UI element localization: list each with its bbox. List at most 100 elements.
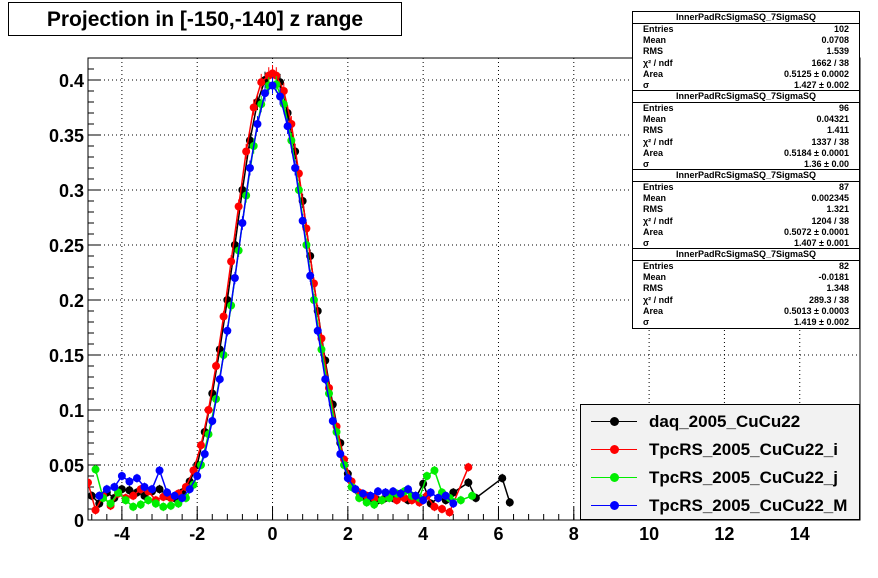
y-tick-label: 0.2 [59, 291, 84, 311]
stats-key: σ [643, 158, 650, 169]
stats-row: σ 1.36 ± 0.00 [633, 159, 859, 170]
x-tick-label: 4 [418, 524, 428, 544]
legend-marker [610, 501, 619, 510]
legend-item-tpcrs-i: TpcRS_2005_CuCu22_i [581, 435, 859, 463]
stats-value: 1.407 ± 0.001 [794, 237, 849, 248]
stats-key: Area [643, 226, 664, 237]
x-tick-label: 6 [493, 524, 503, 544]
stats-row: Entries 102 [633, 24, 859, 35]
stats-row: RMS 1.321 [633, 204, 859, 215]
legend-marker [610, 417, 619, 426]
data-point [468, 491, 477, 500]
stats-value: 0.5072 ± 0.0001 [784, 226, 849, 237]
legend-label: TpcRS_2005_CuCu22_M [649, 496, 848, 515]
stats-row: σ 1.407 ± 0.001 [633, 238, 859, 249]
stats-key: χ² / ndf [643, 294, 673, 305]
stats-key: RMS [643, 204, 663, 215]
stats-row: RMS 1.411 [633, 125, 859, 136]
stats-box: InnerPadRcSigmaSQ_7SigmaSQ Entries 82 Mean -… [632, 248, 860, 330]
stats-row: Entries 96 [633, 103, 859, 114]
series-3 [95, 77, 458, 508]
stats-value: 96 [838, 103, 849, 113]
stats-key: Entries [643, 182, 674, 192]
stats-row: Mean 0.0708 [633, 35, 859, 46]
stats-key: Area [643, 68, 664, 79]
stats-key: σ [643, 316, 650, 327]
x-tick-label: 0 [268, 524, 278, 544]
stats-row: χ² / ndf 1337 / 38 [633, 137, 859, 148]
stats-value: 0.5184 ± 0.0001 [784, 147, 849, 158]
stats-key: RMS [643, 125, 663, 136]
stats-row: Entries 87 [633, 182, 859, 193]
legend-label: TpcRS_2005_CuCu22_j [649, 468, 838, 487]
stats-key: Mean [643, 35, 667, 46]
legend: daq_2005_CuCu22 TpcRS_2005_CuCu22_i TpcR… [580, 404, 860, 520]
stats-row: Area 0.5072 ± 0.0001 [633, 227, 859, 238]
stats-key: χ² / ndf [643, 215, 673, 226]
x-tick-label: 2 [343, 524, 353, 544]
stats-box-title: InnerPadRcSigmaSQ_7SigmaSQ [633, 12, 859, 24]
stats-value: -0.0181 [818, 272, 849, 283]
legend-item-daq: daq_2005_CuCu22 [581, 407, 859, 435]
stats-row: χ² / ndf 1662 / 38 [633, 58, 859, 69]
y-tick-label: 0.3 [59, 181, 84, 201]
stats-box: InnerPadRcSigmaSQ_7SigmaSQ Entries 96 Mean 0… [632, 90, 860, 172]
y-tick-label: 0.4 [59, 71, 84, 91]
stats-value: 1337 / 38 [811, 136, 849, 147]
stats-row: Mean 0.002345 [633, 193, 859, 204]
legend-label: TpcRS_2005_CuCu22_i [649, 440, 838, 459]
stats-box-title: InnerPadRcSigmaSQ_7SigmaSQ [633, 249, 859, 261]
stats-row: σ 1.427 ± 0.002 [633, 80, 859, 91]
x-tick-label: 12 [714, 524, 734, 544]
stats-value: 1662 / 38 [811, 57, 849, 68]
stats-key: Entries [643, 103, 674, 113]
stats-value: 1.348 [826, 283, 849, 294]
y-tick-label: 0.05 [49, 456, 84, 476]
stats-key: Mean [643, 272, 667, 283]
legend-label: daq_2005_CuCu22 [649, 412, 801, 431]
stats-row: RMS 1.539 [633, 46, 859, 57]
stats-key: RMS [643, 283, 663, 294]
stats-value: 0.5125 ± 0.0002 [784, 68, 849, 79]
title-box: Projection in [-150,-140] z range [8, 2, 402, 36]
chart-title: Projection in [-150,-140] z range [46, 8, 364, 31]
legend-marker [610, 473, 619, 482]
stats-key: Entries [643, 261, 674, 271]
stats-row: Mean 0.04321 [633, 114, 859, 125]
stats-value: 0.04321 [816, 114, 849, 125]
stats-box-title: InnerPadRcSigmaSQ_7SigmaSQ [633, 91, 859, 103]
x-tick-label: 10 [639, 524, 659, 544]
x-tick-label: -4 [114, 524, 130, 544]
stats-value: 1.36 ± 0.00 [804, 158, 849, 169]
stats-value: 0.002345 [811, 193, 849, 204]
stats-value: 289.3 / 38 [808, 294, 849, 305]
stats-value: 1.321 [826, 204, 849, 215]
fit-curve [98, 84, 454, 505]
y-tick-label: 0.35 [49, 126, 84, 146]
stats-key: Area [643, 147, 664, 158]
y-tick-label: 0.1 [59, 401, 84, 421]
stats-value: 1204 / 38 [811, 215, 849, 226]
stats-key: χ² / ndf [643, 136, 673, 147]
stats-value: 87 [838, 182, 849, 192]
stats-row: RMS 1.348 [633, 283, 859, 294]
stats-box: InnerPadRcSigmaSQ_7SigmaSQ Entries 87 Mean 0… [632, 169, 860, 251]
stats-row: Entries 82 [633, 261, 859, 272]
stats-key: σ [643, 237, 650, 248]
stats-key: χ² / ndf [643, 57, 673, 68]
legend-marker [610, 445, 619, 454]
y-tick-label: 0.25 [49, 236, 84, 256]
x-tick-label: 8 [569, 524, 579, 544]
stats-key: Entries [643, 24, 674, 34]
stats-row: Area 0.5125 ± 0.0002 [633, 69, 859, 80]
legend-item-tpcrs-m: TpcRS_2005_CuCu22_M [581, 491, 859, 519]
x-tick-label: -2 [189, 524, 205, 544]
stats-row: Mean -0.0181 [633, 272, 859, 283]
stats-row: χ² / ndf 289.3 / 38 [633, 295, 859, 306]
stats-box: InnerPadRcSigmaSQ_7SigmaSQ Entries 102 Mean… [632, 11, 860, 93]
y-tick-label: 0.15 [49, 346, 84, 366]
stats-value: 1.411 [826, 125, 849, 136]
stats-key: Mean [643, 193, 667, 204]
stats-key: Mean [643, 114, 667, 125]
stats-key: RMS [643, 46, 663, 57]
